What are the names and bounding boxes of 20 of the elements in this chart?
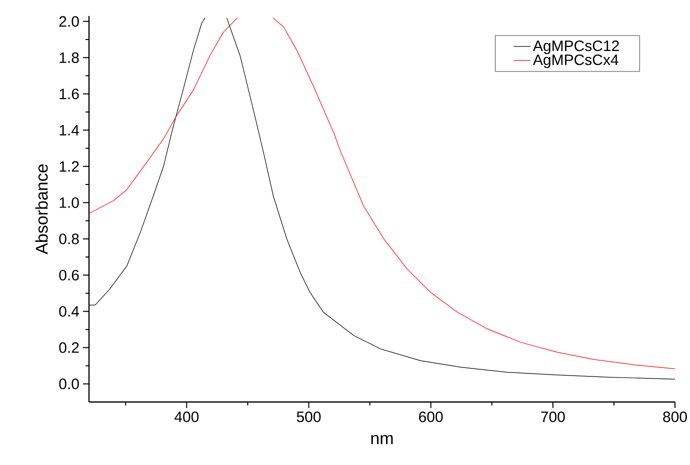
x-axis-title: nm [371, 435, 393, 444]
y-tick-label: 1.2 [60, 161, 79, 172]
y-tick-label: 1.4 [60, 125, 80, 136]
y-tick-label: 0.2 [59, 342, 79, 353]
x-tick-label: 400 [174, 412, 199, 422]
y-tick-label: 1.0 [60, 197, 79, 208]
y-tick-label: 0.6 [59, 270, 79, 280]
y-tick-label: 0.8 [59, 234, 79, 244]
x-tick-label: 600 [419, 412, 443, 422]
x-tick-label: 700 [541, 412, 565, 422]
y-tick-label: 1.6 [60, 88, 79, 100]
legend-label: AgMPCsCx4 [532, 54, 618, 68]
legend-label: AgMPCsC12 [532, 40, 619, 54]
y-tick-label: 0.4 [59, 306, 80, 317]
y-axis-title: Absorbance [35, 164, 48, 254]
y-tick-label: 1.8 [60, 52, 79, 63]
y-tick-label: 0.0 [59, 378, 79, 390]
x-tick-label: 500 [296, 412, 321, 422]
y-tick-label: 2.0 [59, 16, 79, 27]
x-tick-label: 800 [663, 412, 687, 422]
